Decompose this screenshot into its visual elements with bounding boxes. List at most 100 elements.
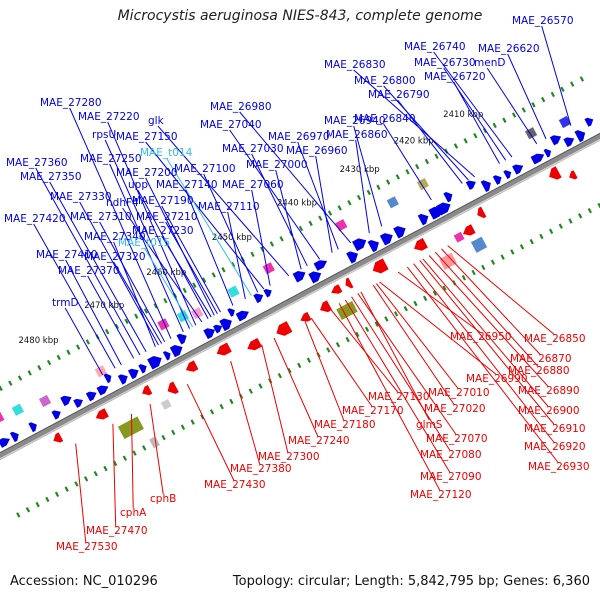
track-box-upper	[157, 318, 170, 331]
gene-label: MAE_26830	[324, 59, 386, 71]
tick-mark	[277, 372, 282, 379]
tick-mark	[587, 207, 592, 214]
tick-mark	[250, 251, 255, 258]
tick-mark	[27, 370, 32, 376]
leader-line	[149, 403, 164, 495]
forward-gene-arrow	[169, 345, 183, 358]
leader-line	[65, 259, 122, 366]
tick-mark	[541, 96, 546, 103]
reverse-gene-arrow	[345, 277, 354, 289]
leader-line	[310, 317, 373, 407]
track-box-upper	[335, 219, 348, 232]
leader-line	[251, 189, 271, 286]
gene-label: ndhF4	[106, 197, 139, 209]
leader-line	[406, 266, 559, 463]
kbp-label: 2440 kbp	[277, 199, 317, 209]
leader-line	[227, 211, 246, 300]
forward-gene-arrow	[73, 398, 83, 408]
reverse-gene-arrow	[549, 166, 562, 180]
gene-label: MAE_27530	[56, 541, 118, 553]
tick-mark	[83, 476, 89, 482]
leader-line	[87, 275, 135, 359]
reverse-gene-arrow	[53, 432, 64, 443]
gene-label: MAE_26620	[478, 43, 540, 55]
leader-line	[112, 423, 117, 527]
gene-label: MAE_26920	[524, 441, 586, 453]
reverse-gene-arrow	[216, 342, 232, 356]
leader-line	[185, 189, 234, 306]
leader-line	[353, 125, 383, 227]
forward-gene-arrow	[443, 192, 453, 203]
tick-mark	[558, 223, 563, 229]
tick-mark	[171, 429, 176, 436]
leader-line	[104, 139, 190, 329]
leader-line	[161, 205, 221, 313]
tick-mark	[269, 241, 275, 247]
gene-features	[0, 115, 594, 449]
gene-label: MAE_26910	[524, 423, 586, 435]
tick-mark	[16, 512, 21, 518]
reverse-gene-arrow	[95, 408, 109, 420]
accession-text: Accession: NC_010296	[10, 574, 158, 589]
tick-mark	[560, 86, 565, 93]
forward-gene-arrow	[574, 130, 586, 143]
gene-label: MAE_27190	[132, 195, 194, 207]
gene-label: MAE_26980	[210, 101, 272, 113]
tick-mark	[335, 342, 341, 348]
tick-mark	[66, 349, 71, 355]
leader-line	[344, 299, 451, 473]
leader-line	[315, 155, 333, 253]
reverse-gene-arrow	[276, 321, 293, 336]
leader-line	[486, 67, 538, 145]
gene-label: MAE_27200	[116, 167, 178, 179]
tick-mark	[182, 287, 187, 294]
gene-label: rpsU	[92, 129, 116, 141]
tick-mark	[103, 465, 108, 472]
leader-line	[413, 263, 555, 443]
tick-mark	[192, 282, 197, 288]
forward-gene-arrow	[530, 153, 545, 165]
forward-gene-arrow	[367, 240, 379, 253]
tick-mark	[54, 491, 60, 498]
forward-gene-arrow	[549, 135, 562, 146]
gene-label: cphA	[120, 507, 147, 519]
forward-gene-arrow	[253, 293, 264, 304]
reverse-gene-arrow	[372, 258, 389, 274]
gene-label: MAE_27120	[410, 489, 472, 501]
forward-gene-arrow	[103, 373, 112, 384]
tick-mark	[308, 220, 313, 227]
leader-line	[49, 181, 147, 352]
tick-mark	[434, 153, 439, 160]
tick-dot-rows	[0, 76, 600, 518]
tick-mark	[219, 403, 224, 410]
reverse-gene-arrow	[185, 360, 199, 372]
gene-label: MAE_27470	[86, 525, 148, 537]
forward-gene-arrow	[85, 391, 97, 402]
leader-line	[113, 261, 163, 344]
leader-line	[261, 344, 289, 453]
leader-line	[397, 99, 463, 184]
leader-line	[75, 443, 87, 543]
tick-mark	[190, 419, 195, 425]
forward-gene-arrow	[584, 117, 594, 127]
gene-label: MAE_26950	[450, 331, 512, 343]
track-box-upper	[262, 262, 275, 275]
forward-gene-arrow	[219, 318, 232, 332]
track-box-upper	[558, 115, 571, 129]
tick-mark	[64, 486, 69, 492]
leader-line	[229, 129, 321, 260]
leader-line	[379, 281, 497, 375]
gene-label: MAE_27090	[420, 471, 482, 483]
tick-mark	[384, 316, 389, 322]
forward-gene-arrow	[563, 137, 575, 148]
tick-mark	[463, 138, 468, 144]
forward-gene-arrow	[162, 351, 171, 361]
gene-label: MAE_27110	[198, 201, 260, 213]
tick-mark	[424, 158, 430, 165]
forward-gene-arrow	[147, 355, 162, 370]
gene-label: MAE_26890	[518, 385, 580, 397]
gene-label: MAE_27010	[428, 387, 490, 399]
tick-mark	[46, 359, 52, 366]
tick-mark	[134, 313, 139, 319]
